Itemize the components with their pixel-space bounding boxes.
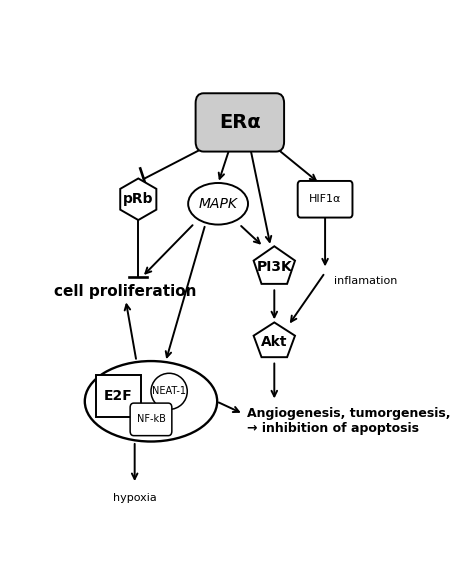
Text: HIF1α: HIF1α [309, 194, 341, 204]
Text: NEAT-1: NEAT-1 [152, 386, 186, 396]
Text: E2F: E2F [104, 389, 133, 403]
Text: Akt: Akt [261, 335, 287, 349]
FancyBboxPatch shape [298, 181, 352, 218]
Ellipse shape [188, 183, 248, 225]
Polygon shape [254, 247, 295, 284]
Text: hypoxia: hypoxia [113, 492, 156, 502]
Polygon shape [120, 178, 156, 220]
Text: inflamation: inflamation [334, 276, 397, 286]
Text: MAPK: MAPK [198, 197, 238, 211]
Text: NF-kB: NF-kB [137, 414, 165, 424]
Ellipse shape [85, 361, 217, 441]
Text: pRb: pRb [123, 193, 154, 206]
FancyBboxPatch shape [130, 403, 172, 436]
Ellipse shape [151, 373, 187, 410]
Text: ERα: ERα [219, 113, 261, 132]
Text: cell proliferation: cell proliferation [54, 285, 197, 299]
Text: PI3K: PI3K [256, 260, 292, 274]
FancyBboxPatch shape [96, 375, 141, 417]
FancyBboxPatch shape [196, 93, 284, 151]
Text: Angiogenesis, tumorgenesis,
→ inhibition of apoptosis: Angiogenesis, tumorgenesis, → inhibition… [247, 407, 451, 435]
Polygon shape [254, 322, 295, 357]
